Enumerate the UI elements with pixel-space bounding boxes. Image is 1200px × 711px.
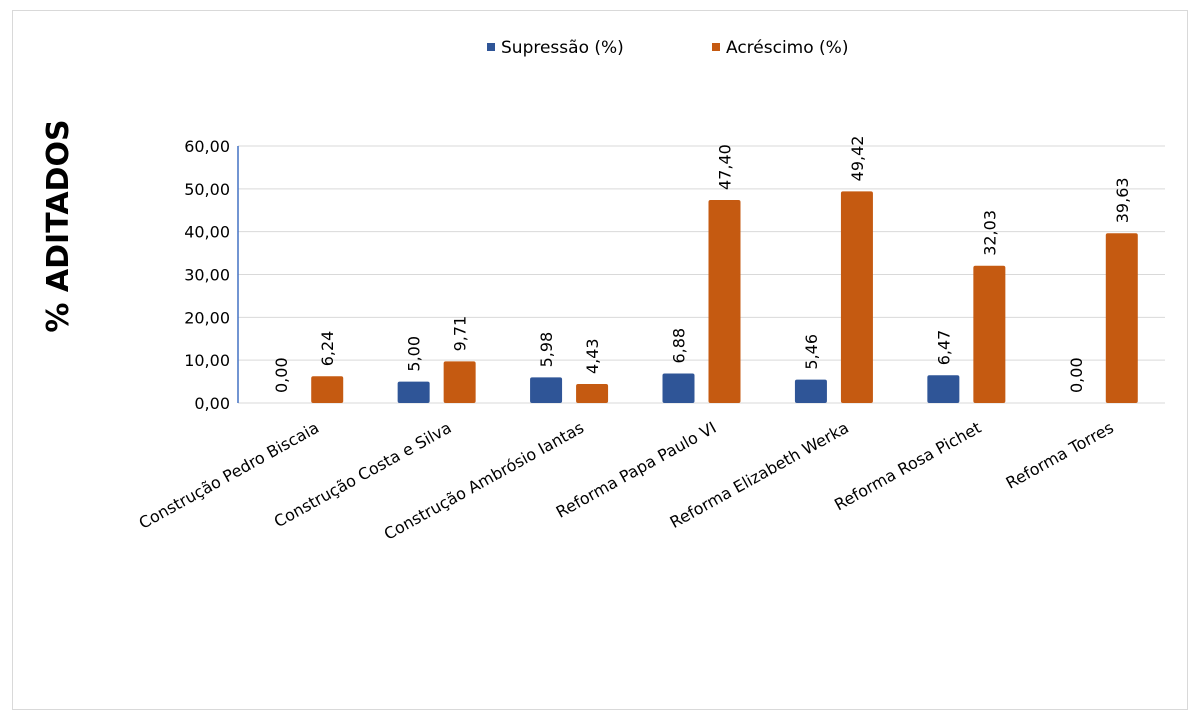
y-axis-title: % ADITADOS bbox=[41, 119, 76, 332]
data-label: 0,00 bbox=[272, 357, 291, 393]
bar-acrescimo bbox=[973, 265, 1006, 403]
x-category-label: Reforma Torres bbox=[1003, 418, 1117, 493]
data-label: 5,00 bbox=[405, 336, 424, 372]
y-tick-label: 0,00 bbox=[194, 394, 230, 413]
bar-acrescimo bbox=[1105, 233, 1138, 403]
y-tick-label: 30,00 bbox=[184, 266, 230, 285]
bar-acrescimo bbox=[576, 384, 609, 403]
data-label: 4,43 bbox=[583, 338, 602, 374]
bar-acrescimo bbox=[443, 361, 476, 403]
bar-supressao bbox=[530, 377, 563, 403]
y-tick-label: 40,00 bbox=[184, 223, 230, 242]
y-tick-label: 10,00 bbox=[184, 351, 230, 370]
data-label: 39,63 bbox=[1113, 177, 1132, 223]
data-label: 0,00 bbox=[1067, 357, 1086, 393]
bar-supressao bbox=[794, 379, 827, 403]
data-label: 32,03 bbox=[980, 210, 999, 256]
data-label: 5,46 bbox=[802, 334, 821, 370]
legend-swatch-supressao bbox=[487, 43, 495, 51]
bar-supressao bbox=[927, 375, 960, 403]
legend-swatch-acrescimo bbox=[712, 43, 720, 51]
y-tick-label: 60,00 bbox=[184, 137, 230, 156]
y-tick-label: 50,00 bbox=[184, 180, 230, 199]
data-label: 6,24 bbox=[318, 331, 337, 367]
bar-supressao bbox=[397, 381, 430, 403]
data-label: 9,71 bbox=[451, 316, 470, 352]
data-label: 6,88 bbox=[670, 328, 689, 364]
data-label: 5,98 bbox=[537, 332, 556, 368]
data-label: 47,40 bbox=[716, 144, 735, 190]
bar-supressao bbox=[662, 373, 695, 403]
bar-acrescimo bbox=[311, 376, 344, 403]
y-tick-label: 20,00 bbox=[184, 308, 230, 327]
bar-acrescimo bbox=[708, 199, 741, 403]
data-label: 49,42 bbox=[848, 136, 867, 182]
data-label: 6,47 bbox=[934, 330, 953, 366]
legend-label-supressao: Supressão (%) bbox=[501, 38, 624, 58]
x-category-label: Reforma Rosa Pichet bbox=[831, 418, 984, 514]
bar-acrescimo bbox=[840, 191, 873, 403]
legend-label-acrescimo: Acréscimo (%) bbox=[726, 38, 848, 58]
